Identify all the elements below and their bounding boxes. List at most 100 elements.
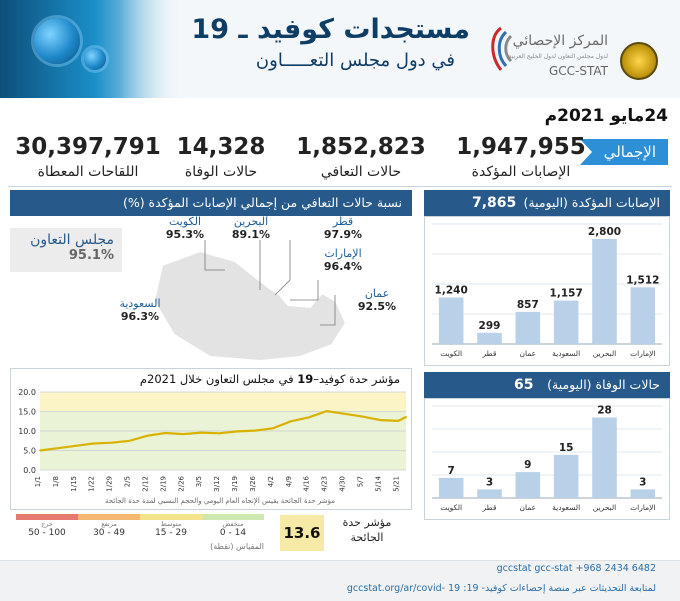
- map-label: عمان: [364, 287, 390, 300]
- scale-mid-range: 15 - 29: [155, 528, 187, 538]
- scale-low-name: منخفض: [222, 520, 244, 528]
- y-tick-label: 15.0: [18, 408, 36, 417]
- x-tick-label: 2/26: [177, 475, 185, 491]
- series-point: [57, 447, 59, 450]
- bar-category-label: الكويت: [440, 503, 462, 512]
- x-tick-label: 4/16: [303, 475, 311, 491]
- bar-value-label: 7: [448, 465, 455, 477]
- severity-title-part2: في مجلس التعاون خلال 2021م: [139, 372, 298, 386]
- series-point: [236, 430, 238, 433]
- scale-low-range: 0 - 14: [219, 528, 247, 538]
- severity-current-label: مؤشر حدة الجائحة: [342, 516, 392, 544]
- gcc-recovery-label: مجلس التعاون: [30, 232, 114, 248]
- x-tick-label: 1/1: [34, 476, 42, 487]
- footer-follow: لمتابعة التحديثات عبر منصة إحصاءات كوفيد…: [347, 583, 656, 594]
- x-tick-label: 5/7: [356, 476, 364, 487]
- scale-mid-bar: [140, 514, 202, 520]
- bar-category-label: السعودية: [552, 503, 580, 512]
- series-point: [361, 415, 364, 418]
- footer-url[interactable]: gccstat.org/ar/covid- 19: [346, 583, 461, 594]
- recovered-label: حالات التعافي: [320, 164, 402, 180]
- x-tick-label: 1/22: [88, 476, 96, 492]
- bar: [592, 239, 617, 344]
- gcc-recovery-box: مجلس التعاون 95.1%: [10, 228, 122, 272]
- bar: [515, 472, 541, 498]
- daily-deaths-total: 65: [514, 377, 534, 393]
- severity-title-num: 19: [297, 372, 314, 386]
- bar-category-label: السعودية: [552, 349, 580, 358]
- confirmed-total: 1,947,955: [456, 134, 586, 160]
- header-banner-fade: [120, 0, 680, 98]
- recovery-panel-title: نسبة حالات التعافي من إجمالي الإصابات ال…: [10, 190, 412, 216]
- gcc-stat-logo-icon: [491, 26, 513, 71]
- severity-title-part1: مؤشر حدة كوفيد–: [313, 372, 400, 386]
- daily-cases-title: الإصابات المؤكدة (اليومية): [523, 195, 661, 210]
- y-tick-label: 0.0: [23, 466, 36, 475]
- x-tick-label: 2/19: [159, 476, 167, 492]
- scale-mid-name: متوسط: [160, 520, 182, 528]
- y-tick-label: 10.0: [18, 427, 36, 436]
- map-value: 96.4%: [323, 260, 363, 273]
- deaths-label: حالات الوفاة: [184, 164, 258, 180]
- daily-deaths-chart: 7 الكويت 3 قطر 9 عمان 15 السعودية 28 البحرين 3 الإم…: [432, 405, 662, 512]
- map-label: الإمارات: [324, 247, 362, 260]
- x-tick-label: 2/5: [124, 476, 132, 487]
- bar: [477, 489, 502, 498]
- vaccines-label: اللقاحات المعطاة: [37, 164, 139, 180]
- series-point: [272, 427, 274, 430]
- scale-high-name: مرتفع: [101, 520, 117, 528]
- severity-chart-frame: [10, 368, 412, 510]
- series-point: [182, 433, 185, 436]
- page-subtitle: في دول مجلس التعـــــاون: [255, 50, 455, 71]
- daily-deaths-frame: [424, 398, 670, 520]
- series-point: [289, 420, 292, 423]
- scale-mid: متوسط 15 - 29: [140, 514, 202, 538]
- y-tick-label: 20.0: [18, 388, 36, 397]
- daily-cases-frame: [424, 216, 670, 366]
- scale-low: منخفض 0 - 14: [202, 514, 264, 538]
- map-bahrain: البحرين 89.1%: [226, 215, 276, 241]
- series-point: [307, 416, 310, 419]
- daily-cases-title-bar: الإصابات المؤكدة (اليومية) 7,865: [424, 190, 670, 216]
- report-date: 24مايو 2021م: [544, 106, 668, 126]
- series-point: [254, 429, 256, 432]
- bar: [630, 489, 656, 498]
- x-tick-label: 3/12: [213, 476, 221, 492]
- series-point: [146, 434, 149, 437]
- bar: [592, 417, 617, 498]
- severity-line-chart: 0.0 5.0 10.0 15.0 20.0 1/1 1/8 1/15 1/22 1/29 2/5 2…: [18, 388, 407, 492]
- scale-high: مرتفع 30 - 49: [78, 514, 140, 538]
- gcc-emblem-icon: [620, 42, 658, 80]
- y-tick-label: 5.0: [23, 447, 36, 456]
- series-point: [200, 431, 203, 434]
- bar-category-label: قطر: [482, 349, 497, 358]
- scale-high-range: 30 - 49: [93, 528, 125, 538]
- gcc-map: [152, 249, 348, 363]
- bar: [630, 287, 656, 344]
- bar-category-label: البحرين: [593, 503, 616, 512]
- virus-icon: [34, 18, 80, 64]
- org-name: المركز الإحصائي: [512, 33, 608, 49]
- footer-contact[interactable]: gccstat gcc-stat +968 2434 6482: [496, 563, 656, 574]
- footer-follow-text: لمتابعة التحديثات عبر منصة إحصاءات كوفيد…: [463, 583, 656, 594]
- daily-deaths-title: حالات الوفاة (اليومية): [547, 377, 660, 392]
- org-logo-text: المركز الإحصائي لدول مجلس التعاون لدول ا…: [509, 34, 609, 79]
- x-tick-label: 3/19: [231, 476, 239, 492]
- bar-category-label: الإمارات: [630, 349, 655, 358]
- bar-category-label: الكويت: [440, 349, 462, 358]
- map-value: 96.3%: [120, 310, 160, 323]
- x-tick-label: 2/12: [141, 476, 149, 492]
- scale-caption: المقياس (نقطة): [210, 542, 264, 551]
- footer: [0, 560, 680, 601]
- x-tick-label: 4/2: [267, 476, 275, 487]
- recovered-total: 1,852,823: [296, 134, 426, 160]
- scale-critical-bar: [16, 514, 78, 520]
- series-point: [218, 432, 221, 435]
- bar-value-label: 15: [559, 442, 574, 454]
- map-kuwait: الكويت 95.3%: [160, 215, 210, 241]
- daily-cases-total: 7,865: [472, 195, 517, 211]
- bar-value-label: 857: [517, 299, 539, 311]
- series-point: [325, 410, 328, 413]
- x-tick-label: 4/9: [285, 476, 293, 487]
- series-point: [74, 444, 77, 447]
